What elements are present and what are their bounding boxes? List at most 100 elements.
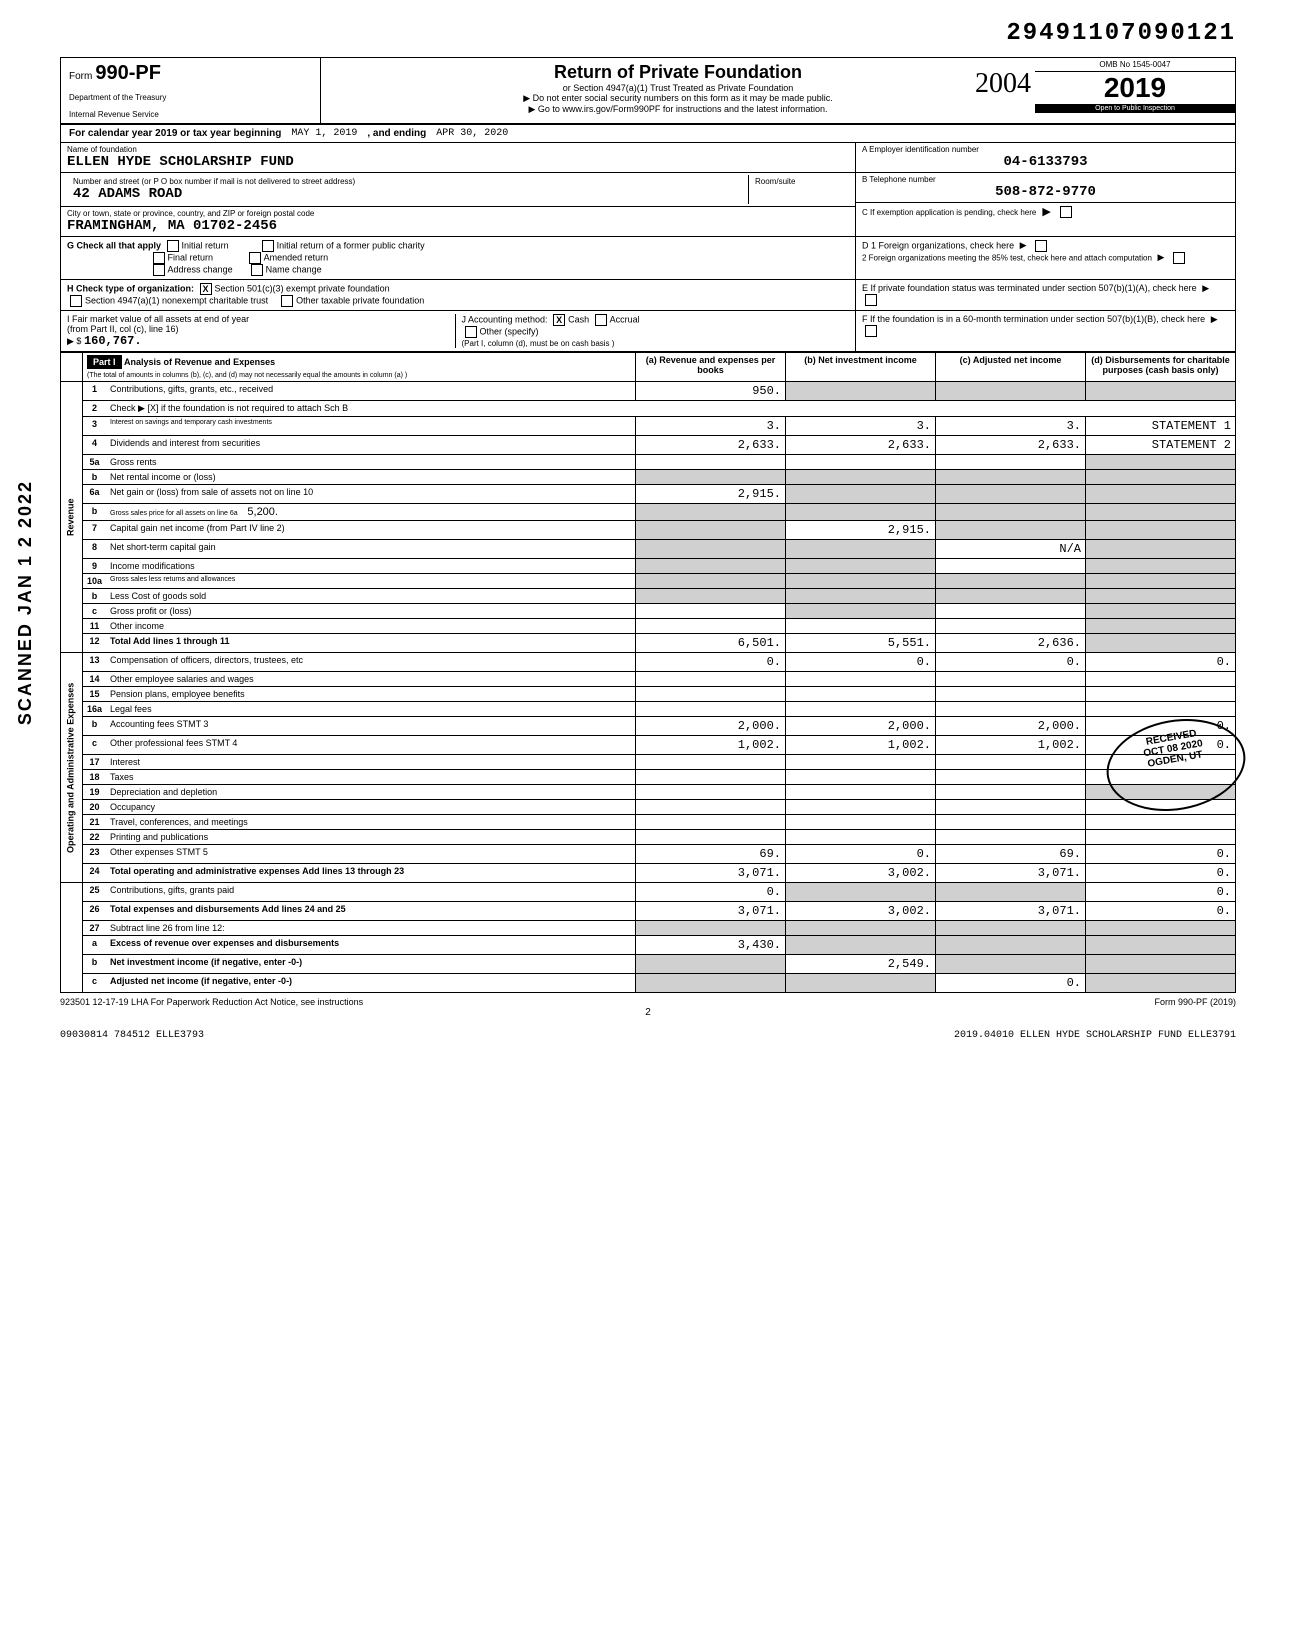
accrual-checkbox[interactable]	[595, 314, 607, 326]
line-desc: Contributions, gifts, grants paid	[106, 883, 635, 902]
cell-value: 3,071.	[936, 864, 1086, 883]
form-prefix: Form	[69, 71, 92, 82]
foundation-city: FRAMINGHAM, MA 01702-2456	[67, 218, 849, 234]
form-subtitle-3: ▶ Go to www.irs.gov/Form990PF for instru…	[325, 104, 1031, 115]
section-g-label: G Check all that apply	[67, 240, 161, 250]
phone-label: B Telephone number	[862, 175, 1229, 184]
omb-number: OMB No 1545-0047	[1035, 58, 1235, 72]
tax-year-begin: MAY 1, 2019	[291, 128, 357, 139]
line-num: 9	[83, 559, 107, 574]
part1-title: Analysis of Revenue and Expenses	[124, 357, 275, 367]
cell-value: STATEMENT 1	[1086, 417, 1236, 436]
phone-value: 508-872-9770	[862, 184, 1229, 200]
line-desc: Total expenses and disbursements Add lin…	[106, 902, 635, 921]
cell-value: 2,549.	[786, 955, 936, 974]
line-desc: Contributions, gifts, grants, etc., rece…	[106, 382, 635, 401]
line-desc: Other employee salaries and wages	[106, 672, 635, 687]
arrow-icon: ▶	[1157, 252, 1164, 263]
initial-return-checkbox[interactable]	[167, 240, 179, 252]
col-c-header: (c) Adjusted net income	[936, 353, 1086, 382]
footer-left: 923501 12-17-19 LHA For Paperwork Reduct…	[60, 997, 363, 1007]
former-charity-checkbox[interactable]	[262, 240, 274, 252]
foreign-org-checkbox[interactable]	[1035, 240, 1047, 252]
form-number: 990-PF	[95, 62, 161, 84]
other-method-checkbox[interactable]	[465, 326, 477, 338]
ein-value: 04-6133793	[862, 154, 1229, 170]
line-num: 1	[83, 382, 107, 401]
foundation-address: 42 ADAMS ROAD	[73, 186, 742, 202]
line-num: a	[83, 936, 107, 955]
line-num: 26	[83, 902, 107, 921]
line-num: b	[83, 470, 107, 485]
address-label: Number and street (or P O box number if …	[73, 177, 742, 186]
section-d1-label: D 1 Foreign organizations, check here	[862, 240, 1014, 250]
cell-value: 0.	[786, 653, 936, 672]
cell-value: 5,551.	[786, 634, 936, 653]
cell-value: 3,071.	[636, 864, 786, 883]
line-num: 19	[83, 785, 107, 800]
footer-row-1: 923501 12-17-19 LHA For Paperwork Reduct…	[60, 997, 1236, 1007]
final-return-checkbox[interactable]	[153, 252, 165, 264]
cell-value: STATEMENT 2	[1086, 436, 1236, 455]
cell-value: 0.	[1086, 864, 1236, 883]
501c3-checkbox[interactable]: X	[200, 283, 212, 295]
line-num: 3	[83, 417, 107, 436]
cell-value: 2,636.	[936, 634, 1086, 653]
page-number: 2	[60, 1007, 1236, 1018]
line-desc: Taxes	[106, 770, 635, 785]
line-num: 5a	[83, 455, 107, 470]
ein-label: A Employer identification number	[862, 145, 1229, 154]
foreign-85-checkbox[interactable]	[1173, 252, 1185, 264]
cell-value: 3.	[636, 417, 786, 436]
cell-value: 2,633.	[936, 436, 1086, 455]
cell-value: 0.	[786, 845, 936, 864]
opt-final: Final return	[168, 252, 214, 262]
line-num: 15	[83, 687, 107, 702]
opt-501c3: Section 501(c)(3) exempt private foundat…	[215, 283, 390, 293]
line-desc: Pension plans, employee benefits	[106, 687, 635, 702]
line-desc: Legal fees	[106, 702, 635, 717]
foundation-name: ELLEN HYDE SCHOLARSHIP FUND	[67, 154, 849, 170]
line-desc: Excess of revenue over expenses and disb…	[106, 936, 635, 955]
opt-amended: Amended return	[264, 252, 329, 262]
handwritten-year: 2004	[975, 68, 1031, 100]
dept-irs: Internal Revenue Service	[69, 110, 312, 119]
cell-value: 69.	[636, 845, 786, 864]
col-b-header: (b) Net investment income	[786, 353, 936, 382]
60month-checkbox[interactable]	[865, 325, 877, 337]
city-label: City or town, state or province, country…	[67, 209, 849, 218]
other-taxable-checkbox[interactable]	[281, 295, 293, 307]
col-a-header: (a) Revenue and expenses per books	[636, 353, 786, 382]
cell-value: 1,002.	[786, 736, 936, 755]
opt-other-method: Other (specify)	[480, 326, 539, 336]
line-num: 20	[83, 800, 107, 815]
address-change-checkbox[interactable]	[153, 264, 165, 276]
4947-checkbox[interactable]	[70, 295, 82, 307]
exemption-checkbox[interactable]	[1060, 206, 1072, 218]
cell-value: 3,071.	[936, 902, 1086, 921]
cash-checkbox[interactable]: X	[553, 314, 565, 326]
line-num: 27	[83, 921, 107, 936]
line-num: 16a	[83, 702, 107, 717]
line-num: 21	[83, 815, 107, 830]
revenue-side-label: Revenue	[61, 382, 83, 653]
line-num: 23	[83, 845, 107, 864]
cell-value: 3,071.	[636, 902, 786, 921]
footer-right: Form 990-PF (2019)	[1154, 997, 1236, 1007]
line-num: 24	[83, 864, 107, 883]
amended-checkbox[interactable]	[249, 252, 261, 264]
cell-value: 69.	[936, 845, 1086, 864]
line-desc: Net short-term capital gain	[106, 540, 635, 559]
line-num: b	[83, 717, 107, 736]
dept-treasury: Department of the Treasury	[69, 93, 312, 102]
name-change-checkbox[interactable]	[251, 264, 263, 276]
line-num: 17	[83, 755, 107, 770]
line-desc: Income modifications	[106, 559, 635, 574]
opt-cash: Cash	[568, 314, 589, 324]
line-num: b	[83, 504, 107, 521]
line-num: 18	[83, 770, 107, 785]
terminated-checkbox[interactable]	[865, 294, 877, 306]
line-desc: Gross rents	[106, 455, 635, 470]
opt-accrual: Accrual	[610, 314, 640, 324]
line-num: 6a	[83, 485, 107, 504]
